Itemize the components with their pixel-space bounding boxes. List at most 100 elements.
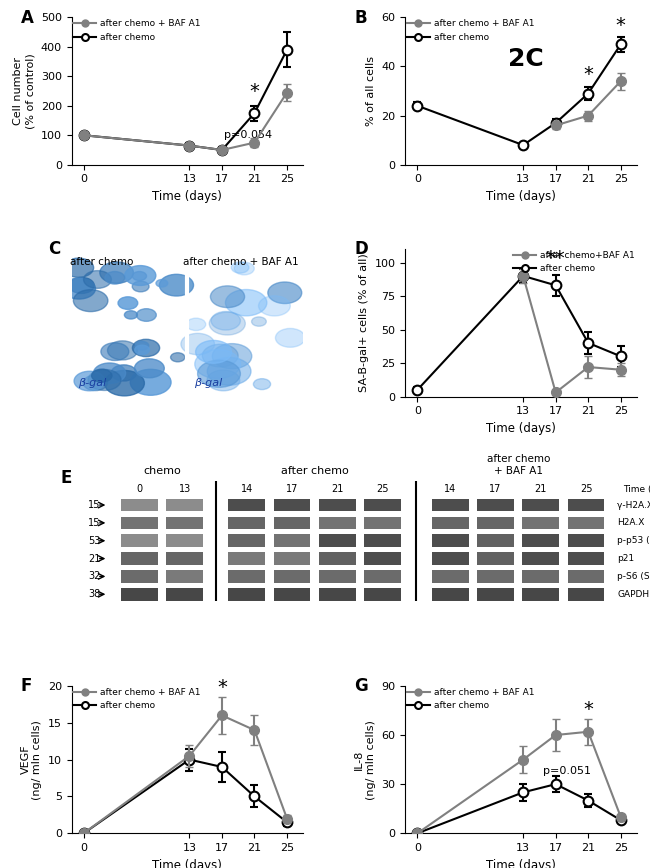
Legend: after chemo+BAF A1, after chemo: after chemo+BAF A1, after chemo (514, 251, 635, 273)
FancyBboxPatch shape (166, 552, 203, 565)
FancyBboxPatch shape (121, 570, 158, 582)
Text: p=0.054: p=0.054 (224, 130, 272, 141)
Text: 2C: 2C (508, 47, 543, 70)
Circle shape (133, 339, 160, 357)
FancyBboxPatch shape (121, 552, 158, 565)
X-axis label: Time (days): Time (days) (153, 190, 222, 203)
Text: 0: 0 (136, 484, 142, 495)
Circle shape (132, 281, 149, 292)
Circle shape (213, 344, 252, 369)
Circle shape (94, 363, 125, 384)
FancyBboxPatch shape (319, 535, 356, 547)
Circle shape (133, 272, 146, 280)
Text: **: ** (546, 249, 566, 268)
Circle shape (170, 352, 185, 362)
Circle shape (198, 360, 240, 387)
FancyBboxPatch shape (567, 535, 605, 547)
FancyBboxPatch shape (228, 588, 265, 601)
Circle shape (84, 271, 111, 288)
Y-axis label: VEGF
(ng/ mln cells): VEGF (ng/ mln cells) (21, 720, 42, 799)
FancyBboxPatch shape (319, 570, 356, 582)
Circle shape (135, 358, 164, 378)
Text: *: * (616, 16, 626, 35)
FancyBboxPatch shape (121, 516, 158, 529)
Text: β-gal: β-gal (79, 378, 107, 388)
FancyBboxPatch shape (477, 570, 514, 582)
Circle shape (226, 290, 267, 316)
Circle shape (234, 262, 254, 275)
Text: B: B (354, 9, 367, 27)
Text: 53: 53 (88, 536, 100, 546)
FancyBboxPatch shape (166, 570, 203, 582)
FancyBboxPatch shape (567, 570, 605, 582)
FancyBboxPatch shape (274, 588, 311, 601)
Text: C: C (48, 240, 60, 259)
Text: *: * (583, 65, 593, 83)
Text: 21: 21 (535, 484, 547, 495)
FancyBboxPatch shape (567, 499, 605, 511)
FancyBboxPatch shape (274, 570, 311, 582)
Y-axis label: % of all cells: % of all cells (366, 56, 376, 126)
FancyBboxPatch shape (228, 570, 265, 582)
Circle shape (100, 262, 133, 283)
FancyBboxPatch shape (567, 516, 605, 529)
Circle shape (196, 340, 231, 364)
FancyBboxPatch shape (523, 499, 559, 511)
Circle shape (259, 296, 291, 316)
Text: F: F (21, 677, 32, 695)
Circle shape (111, 365, 136, 381)
Text: 25: 25 (580, 484, 592, 495)
Text: 15: 15 (88, 518, 100, 528)
Circle shape (130, 369, 171, 395)
Text: after chemo: after chemo (281, 466, 348, 476)
X-axis label: Time (days): Time (days) (153, 858, 222, 868)
Text: γ-H2A.X (Ser139): γ-H2A.X (Ser139) (618, 501, 650, 510)
FancyBboxPatch shape (432, 516, 469, 529)
Text: p-p53 (Ser15): p-p53 (Ser15) (618, 536, 650, 545)
Y-axis label: Cell number
(% of control): Cell number (% of control) (14, 53, 35, 129)
FancyBboxPatch shape (121, 499, 158, 511)
Circle shape (125, 266, 156, 286)
Text: 17: 17 (489, 484, 502, 495)
FancyBboxPatch shape (166, 499, 203, 511)
Circle shape (88, 370, 121, 391)
Y-axis label: SA-B-gal+ cells (% of all): SA-B-gal+ cells (% of all) (359, 253, 369, 392)
FancyBboxPatch shape (364, 588, 401, 601)
FancyBboxPatch shape (121, 535, 158, 547)
Circle shape (69, 278, 94, 293)
Text: p=0.051: p=0.051 (543, 766, 592, 776)
Text: after chemo + BAF A1: after chemo + BAF A1 (183, 257, 298, 266)
FancyBboxPatch shape (523, 588, 559, 601)
Text: p-S6 (Ser235/236): p-S6 (Ser235/236) (618, 572, 650, 581)
FancyBboxPatch shape (166, 588, 203, 601)
FancyBboxPatch shape (477, 552, 514, 565)
Text: Time (days): Time (days) (623, 485, 650, 494)
Text: p21: p21 (618, 554, 634, 563)
FancyBboxPatch shape (274, 535, 311, 547)
Legend: after chemo + BAF A1, after chemo: after chemo + BAF A1, after chemo (407, 687, 535, 710)
Text: 14: 14 (444, 484, 456, 495)
Circle shape (124, 311, 137, 319)
X-axis label: Time (days): Time (days) (486, 190, 556, 203)
Circle shape (118, 297, 138, 309)
FancyBboxPatch shape (432, 570, 469, 582)
Text: A: A (21, 9, 33, 27)
Circle shape (135, 345, 150, 354)
Legend: after chemo + BAF A1, after chemo: after chemo + BAF A1, after chemo (407, 19, 535, 42)
X-axis label: Time (days): Time (days) (486, 422, 556, 435)
Text: *: * (250, 82, 259, 102)
FancyBboxPatch shape (432, 552, 469, 565)
FancyBboxPatch shape (228, 516, 265, 529)
Circle shape (207, 358, 251, 385)
FancyBboxPatch shape (364, 552, 401, 565)
Text: after chemo
+ BAF A1: after chemo + BAF A1 (487, 455, 550, 476)
FancyBboxPatch shape (319, 499, 356, 511)
Text: D: D (354, 240, 368, 259)
FancyBboxPatch shape (477, 516, 514, 529)
FancyBboxPatch shape (477, 588, 514, 601)
Text: 14: 14 (240, 484, 253, 495)
Circle shape (181, 333, 214, 355)
FancyBboxPatch shape (364, 516, 401, 529)
Circle shape (62, 278, 96, 299)
Text: GAPDH: GAPDH (618, 589, 649, 599)
